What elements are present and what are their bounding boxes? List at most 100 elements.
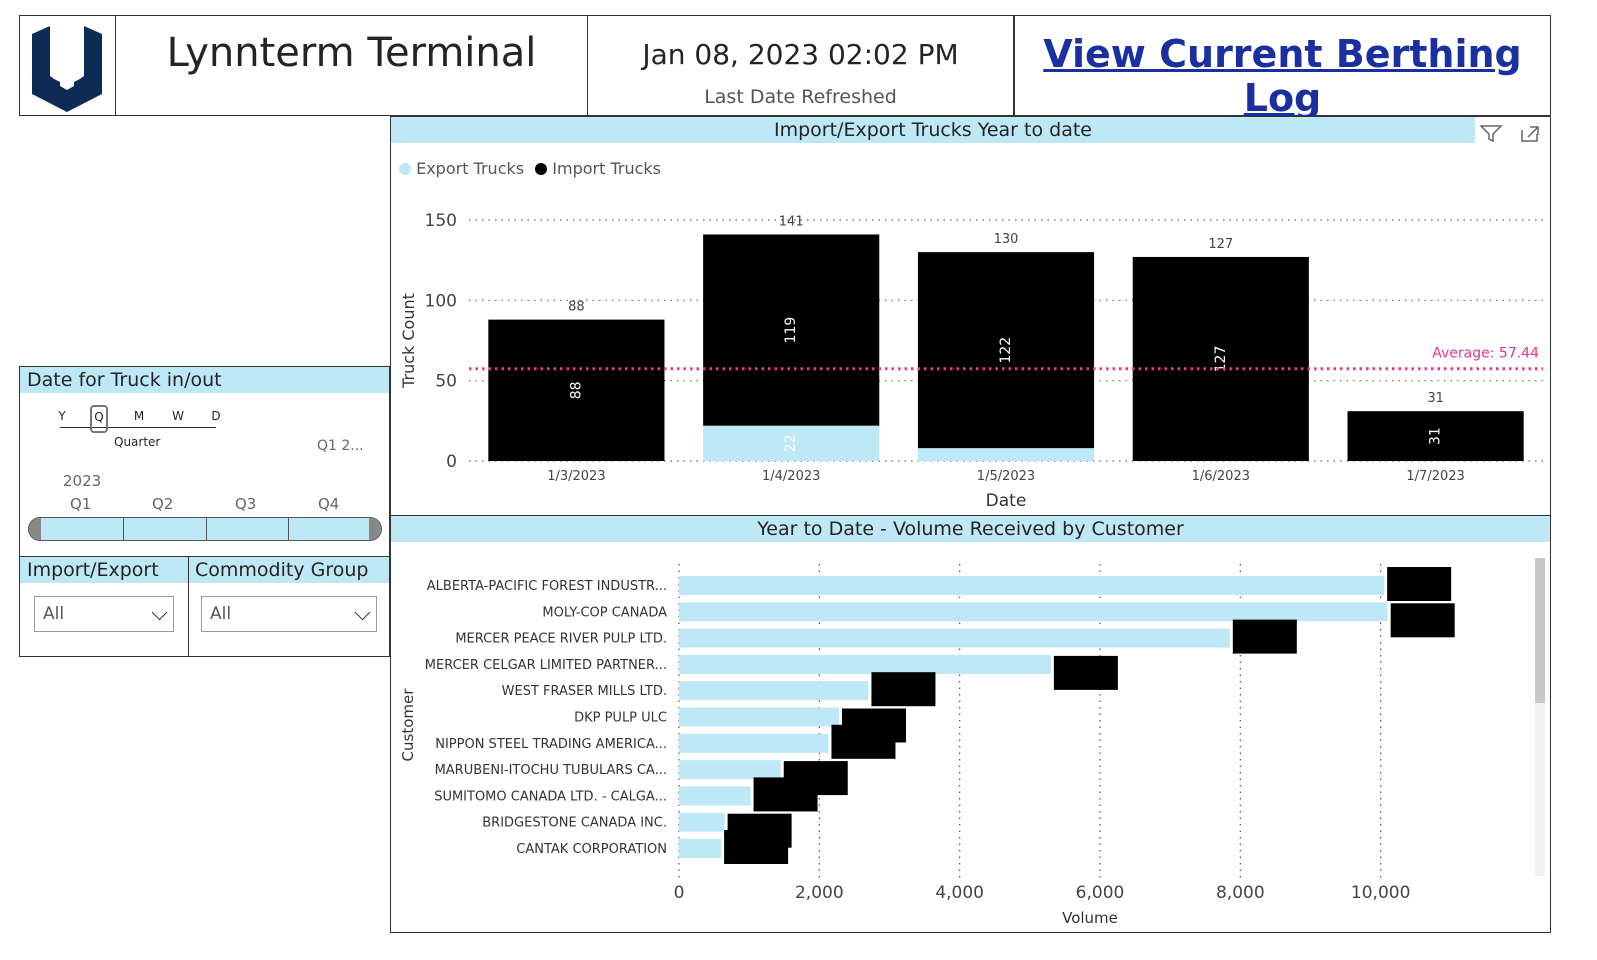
import-bar [488,319,665,461]
granularity-q[interactable]: Q [90,405,108,433]
redacted-value-label [871,672,936,707]
y-tick-label: 100 [425,291,457,311]
granularity-line [60,427,216,428]
y-tick-label: 0 [446,452,457,472]
category-label: BRIDGESTONE CANADA INC. [482,816,667,831]
redacted-value-label [724,830,789,864]
date-slicer-title: Date for Truck in/out [20,367,389,393]
volume-bar [679,733,829,753]
granularity-m[interactable]: M [133,409,145,423]
bar-total-label: 127 [1208,237,1233,252]
commodity-title: Commodity Group [189,557,389,583]
category-label: SUMITOMO CANADA LTD. - CALGA... [434,789,667,804]
date-slicer: Date for Truck in/out Y Q M W D Quarter … [19,366,390,557]
timeline-cell-divider [123,518,124,540]
x-tick-label: 0 [674,883,685,903]
volume-chart-title-bar: Year to Date - Volume Received by Custom… [391,516,1550,542]
export-bar [703,425,880,461]
redacted-value-label [1053,655,1118,690]
volume-bar [679,576,1385,595]
page-title: Lynnterm Terminal [166,30,537,76]
bar-value-label: 119 [783,317,799,344]
y-tick-label: 150 [425,211,457,231]
bar-total-label: 31 [1427,391,1444,406]
granularity-w[interactable]: W [172,409,184,423]
refresh-box: Jan 08, 2023 02:02 PM Last Date Refreshe… [587,15,1014,116]
filter-icon[interactable] [1479,123,1503,143]
bar-total-label: 88 [568,300,585,315]
import-export-dropdown[interactable]: All [34,596,174,632]
trucks-chart-title-bar: Import/Export Trucks Year to date [391,117,1475,143]
x-tick-label: 1/7/2023 [1406,469,1464,484]
bar-value-label: 31 [1428,427,1444,445]
commodity-filter: Commodity Group All [188,556,390,657]
y-axis-title: Customer [399,688,417,762]
volume-bar [679,707,839,727]
timeline-handle-left[interactable] [29,518,41,540]
volume-bar [679,760,781,780]
year-label: 2023 [63,472,102,490]
x-tick-label: 6,000 [1076,883,1125,903]
legend-export-label[interactable]: Export Trucks [416,159,525,178]
export-bar [917,448,1095,461]
volume-bar [679,628,1230,648]
import-bar [1347,411,1524,461]
refresh-datetime: Jan 08, 2023 02:02 PM [642,38,959,71]
volume-bar-chart: 0 2,000 4,000 6,000 8,000 10,000 ALBERTA-PACIF… [399,564,1455,927]
scrollbar-thumb[interactable] [1535,558,1545,703]
commodity-dropdown[interactable]: All [201,596,377,632]
x-tick-label: 1/4/2023 [762,469,820,484]
category-label: MERCER PEACE RIVER PULP LTD. [455,632,667,647]
volume-chart-panel: Year to Date - Volume Received by Custom… [390,515,1551,933]
volume-bar [679,681,869,701]
x-tick-label: 1/3/2023 [547,469,605,484]
trucks-bar-chart: 0 50 100 150 88 88 1/3/2023 22 119 141 1/4/2023 122… [399,211,1543,511]
volume-bar [679,602,1388,622]
import-bar [917,252,1095,449]
redacted-value-label [831,724,896,759]
category-label: MARUBENI-ITOCHU TUBULARS CA... [435,763,667,778]
x-axis-title: Volume [1062,909,1118,927]
category-label: ALBERTA-PACIFIC FOREST INDUSTR... [427,579,667,594]
quarter-label-q4: Q4 [318,495,340,513]
granularity-d[interactable]: D [211,409,221,423]
redacted-value-label [1390,603,1455,638]
legend: Export Trucks Import Trucks [399,159,661,178]
import-bar [1132,256,1309,461]
x-tick-label: 10,000 [1351,883,1410,903]
bar-value-label: 127 [1213,346,1229,373]
timeline-handle-right[interactable] [369,518,381,540]
legend-import-marker [535,163,548,175]
granularity-y[interactable]: Y [58,409,66,423]
bar-value-label: 22 [783,434,799,452]
category-label: DKP PULP ULC [574,711,667,726]
x-tick-label: 8,000 [1216,883,1265,903]
timeline-bar[interactable] [28,517,382,541]
redacted-value-label [1387,567,1452,601]
y-tick-label: 50 [435,372,457,392]
focus-mode-icon[interactable] [1519,124,1541,144]
berthing-log-link[interactable]: View Current Berthing Log [1043,32,1522,120]
logo-box [19,15,116,116]
quarter-label-q3: Q3 [235,495,257,513]
volume-bar [679,812,725,832]
bar-value-label: 88 [568,381,584,399]
x-tick-label: 2,000 [795,883,844,903]
bar-total-label: 141 [779,214,804,229]
scrollbar-track[interactable] [1535,558,1545,876]
chevron-down-icon [151,604,168,621]
trucks-chart-panel: Import/Export Trucks Year to date Export… [390,116,1551,516]
import-bar [703,234,880,426]
timeline-cell-divider [206,518,207,540]
category-label: MOLY-COP CANADA [542,605,667,620]
x-tick-label: 1/6/2023 [1192,469,1250,484]
bar-total-label: 130 [994,232,1019,247]
volume-bar [679,786,751,806]
legend-import-label[interactable]: Import Trucks [552,159,662,178]
category-label: NIPPON STEEL TRADING AMERICA... [435,737,667,752]
x-tick-label: 4,000 [935,883,984,903]
quarter-label-q1: Q1 [70,495,92,513]
x-axis-title: Date [986,491,1027,511]
legend-export-marker [399,163,411,175]
company-logo [32,26,102,112]
